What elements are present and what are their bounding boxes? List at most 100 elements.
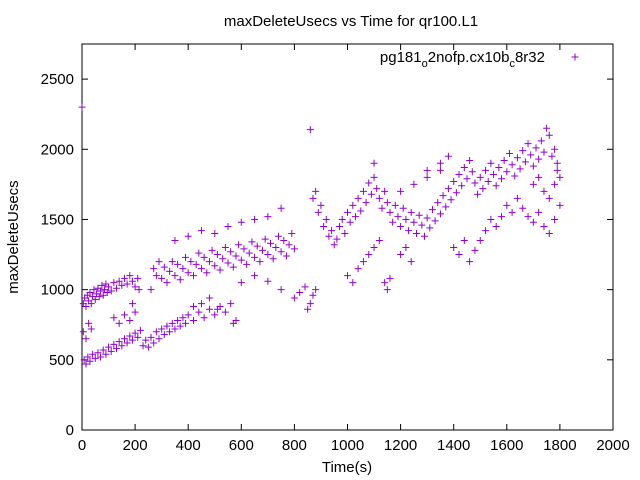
- data-point: [259, 246, 267, 254]
- data-point: [354, 265, 362, 273]
- x-tick-label: 200: [123, 437, 148, 454]
- data-point: [479, 185, 487, 193]
- data-point: [113, 345, 121, 353]
- data-point: [264, 277, 272, 285]
- data-point: [484, 178, 492, 186]
- data-point: [394, 213, 402, 221]
- y-tick-label: 500: [49, 352, 74, 369]
- data-point: [354, 194, 362, 202]
- data-point: [184, 311, 192, 319]
- x-tick-label: 1600: [490, 437, 523, 454]
- data-point: [277, 248, 285, 256]
- data-point: [113, 284, 121, 292]
- data-point: [375, 237, 383, 245]
- data-point: [410, 180, 418, 188]
- data-point: [110, 314, 118, 322]
- data-point: [471, 179, 479, 187]
- data-point: [551, 180, 559, 188]
- data-point: [163, 322, 171, 330]
- data-point: [139, 342, 147, 350]
- data-point: [195, 308, 203, 316]
- data-point: [415, 211, 423, 219]
- data-point: [182, 319, 190, 327]
- data-point: [166, 328, 174, 336]
- data-point: [344, 272, 351, 280]
- data-point: [208, 246, 216, 254]
- x-tick-label: 1800: [543, 437, 576, 454]
- data-point: [482, 227, 490, 235]
- data-point: [227, 300, 235, 308]
- data-point: [179, 265, 187, 273]
- data-point: [272, 244, 280, 252]
- y-axis-label: maxDeleteUsecs: [5, 180, 22, 293]
- data-point: [229, 263, 237, 271]
- data-point: [115, 277, 123, 285]
- data-point: [264, 251, 272, 259]
- data-point: [474, 190, 482, 198]
- data-point: [213, 251, 221, 259]
- data-point: [482, 166, 490, 174]
- data-point: [147, 286, 155, 294]
- data-point: [540, 222, 548, 230]
- data-point: [391, 201, 399, 209]
- data-point: [513, 154, 521, 162]
- data-point: [103, 288, 111, 296]
- legend-marker: [571, 53, 579, 61]
- data-point: [171, 325, 179, 333]
- data-point: [545, 194, 553, 202]
- data-point: [91, 295, 99, 303]
- data-point: [179, 314, 187, 322]
- data-point: [386, 274, 394, 282]
- data-point: [251, 215, 259, 223]
- data-point: [447, 196, 455, 204]
- data-point: [171, 272, 179, 280]
- data-point: [420, 232, 428, 240]
- data-point: [428, 206, 436, 214]
- data-point: [320, 222, 328, 230]
- data-point: [410, 218, 418, 226]
- data-point: [115, 319, 123, 327]
- x-tick-label: 2000: [596, 437, 629, 454]
- data-point: [86, 288, 94, 296]
- data-point: [134, 333, 142, 341]
- data-point: [535, 173, 543, 181]
- data-point: [152, 272, 160, 280]
- data-point: [282, 252, 290, 260]
- data-point: [490, 171, 498, 179]
- data-point: [115, 338, 123, 346]
- data-point: [492, 182, 500, 190]
- data-point: [301, 283, 309, 291]
- data-point: [107, 347, 115, 355]
- data-point: [197, 300, 205, 308]
- data-point: [91, 354, 99, 362]
- data-point: [476, 173, 484, 181]
- data-point: [452, 189, 460, 197]
- data-point: [341, 229, 349, 237]
- data-point: [197, 265, 205, 273]
- data-point: [383, 199, 391, 207]
- data-point: [80, 356, 88, 364]
- data-point: [190, 317, 198, 325]
- data-point: [105, 283, 113, 291]
- data-point: [444, 152, 452, 160]
- data-point: [123, 339, 131, 347]
- data-point: [97, 353, 105, 361]
- data-point: [508, 161, 516, 169]
- legend-series-part-e: 8r32: [515, 49, 545, 66]
- legend-series-part-a: pg181: [380, 49, 422, 66]
- data-point: [553, 159, 561, 167]
- data-point: [439, 192, 447, 200]
- data-point: [529, 162, 537, 170]
- data-point: [370, 159, 378, 167]
- data-point: [120, 274, 128, 282]
- data-point: [253, 242, 261, 250]
- data-point: [160, 331, 168, 339]
- y-tick-label: 0: [66, 422, 74, 439]
- data-point: [529, 180, 537, 188]
- data-point: [309, 194, 317, 202]
- data-point: [519, 204, 527, 212]
- data-point: [330, 241, 338, 249]
- data-point: [232, 252, 240, 260]
- data-point: [460, 164, 468, 172]
